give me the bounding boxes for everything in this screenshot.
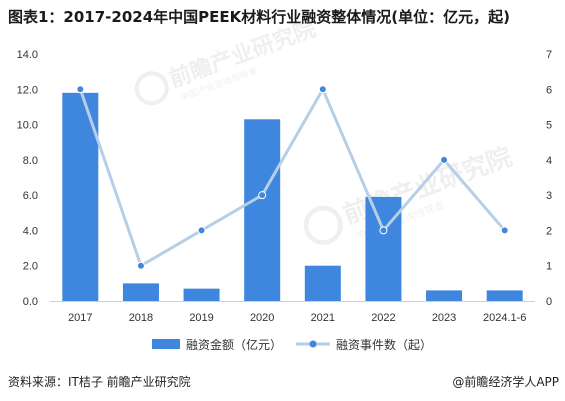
x-tick-label: 2020: [250, 312, 274, 324]
line-point: [379, 226, 388, 235]
line-point: [197, 226, 206, 235]
y-left-tick-label: 14.0: [17, 49, 38, 61]
x-tick-label: 2021: [311, 312, 335, 324]
y-right-tick-label: 6: [546, 84, 552, 96]
line-point: [258, 191, 267, 200]
y-right-tick-label: 1: [546, 261, 552, 273]
line-point: [136, 261, 145, 270]
y-left-tick-label: 6.0: [23, 190, 38, 202]
bar: [304, 265, 341, 301]
bar: [244, 119, 281, 302]
y-right-tick-label: 2: [546, 225, 552, 237]
axis-ticks: 0.0 2.0 4.0 6.0 8.0 10.0 12.0 14.0 0 1 2 3 4 5 6 7 2017 2…: [17, 49, 553, 324]
y-left-tick-label: 4.0: [23, 225, 38, 237]
bar: [183, 288, 220, 301]
x-tick-label: 2024.1-6: [483, 312, 526, 324]
line-point: [76, 85, 85, 94]
series-line: [78, 87, 506, 268]
watermark-logo: [303, 205, 343, 245]
bar: [486, 290, 523, 301]
x-tick-label: 2023: [432, 312, 456, 324]
x-tick-label: 2022: [371, 312, 395, 324]
y-left-tick-label: 10.0: [17, 120, 38, 132]
y-left-tick-label: 2.0: [23, 261, 38, 273]
line-point: [500, 226, 509, 235]
line-point: [440, 155, 449, 164]
chart-title: 图表1：2017-2024年中国PEEK材料行业融资整体情况(单位：亿元，起): [8, 8, 510, 26]
bar: [365, 196, 402, 301]
y-right-tick-label: 4: [546, 155, 552, 167]
watermark-logo: [134, 71, 169, 106]
y-right-tick-label: 7: [546, 49, 552, 61]
y-left-tick-label: 8.0: [23, 155, 38, 167]
line-point: [318, 85, 327, 94]
bar: [122, 283, 159, 301]
legend-bar-swatch: [152, 339, 180, 349]
y-left-tick-label: 0.0: [23, 296, 38, 308]
source-note: 资料来源：IT桔子 前瞻产业研究院: [8, 375, 191, 389]
x-tick-label: 2017: [68, 312, 92, 324]
bar: [426, 290, 463, 301]
line-series: [76, 85, 509, 270]
x-tick-label: 2019: [189, 312, 213, 324]
x-tick-label: 2018: [129, 312, 153, 324]
y-right-tick-label: 0: [546, 296, 552, 308]
legend-line-label: 融资事件数（起）: [336, 337, 432, 352]
legend-bar-label: 融资金额（亿元）: [186, 337, 282, 352]
chart-legend: 融资金额（亿元） 融资事件数（起）: [152, 337, 432, 352]
bar-series: [62, 92, 523, 302]
brand-note: @前瞻经济学人APP: [452, 375, 559, 389]
legend-line-marker: [309, 340, 317, 348]
y-right-tick-label: 3: [546, 190, 552, 202]
watermark-layer: 前瞻产业研究院中国产业咨询领导者前瞻产业研究院中国产业咨询领导者: [134, 16, 516, 245]
y-left-tick-label: 12.0: [17, 84, 38, 96]
y-right-tick-label: 5: [546, 120, 552, 132]
